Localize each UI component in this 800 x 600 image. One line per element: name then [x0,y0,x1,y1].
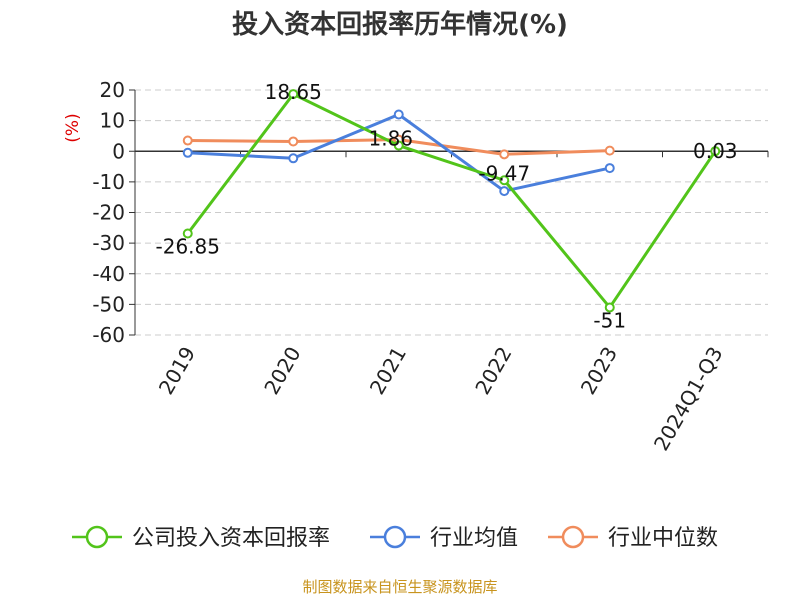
x-tick-label: 2022 [470,343,516,399]
data-point [288,153,299,164]
y-tick-label: -40 [92,262,125,286]
grid-layer [135,89,768,336]
y-tick-label: -10 [92,170,125,194]
data-point [499,175,510,186]
data-point [393,140,404,151]
series-layer [182,89,721,313]
data-point [182,228,193,239]
data-label: -9.47 [478,161,530,185]
data-point [288,136,299,147]
x-tick-label: 2024Q1-Q3 [649,343,728,455]
label-layer: -26.85 18.65 1.86 -9.47 -51 0.03 [156,80,738,332]
data-point [604,163,615,174]
legend[interactable]: 公司投入资本回报率 行业均值 行业中位数 [72,525,718,551]
data-label: 18.65 [265,80,322,104]
data-label: -26.85 [156,234,220,258]
data-point [604,145,615,156]
y-tick-label: 20 [100,78,125,102]
legend-marker [561,525,585,549]
data-point [499,186,510,197]
legend-label: 公司投入资本回报率 [132,526,330,551]
data-point [393,109,404,120]
y-tick-label: -50 [92,292,125,316]
data-point [182,135,193,146]
y-tick-label: -20 [92,201,125,225]
legend-label: 行业均值 [430,526,518,551]
legend-marker [85,525,109,549]
data-point [604,302,615,313]
source-note: 制图数据来自恒生聚源数据库 [302,578,498,596]
y-tick-label: 10 [100,109,125,133]
data-point [288,89,299,100]
x-tick-label: 2019 [154,343,200,399]
legend-item[interactable]: 公司投入资本回报率 [72,525,330,551]
data-label: 1.86 [368,127,413,151]
y-tick-label: -60 [92,323,125,347]
axis-layer: 20 10 0 -10 -20 -30 -40 -50 -60 2019 2020 2021 2022 2… [63,78,769,455]
series-line [186,92,717,310]
y-tick-label: -30 [92,231,125,255]
y-axis-label: (%) [63,113,83,142]
data-point [182,147,193,158]
x-tick-label: 2021 [365,343,411,399]
y-tick-label: 0 [112,139,125,163]
legend-item[interactable]: 行业中位数 [548,525,718,551]
legend-item[interactable]: 行业均值 [370,525,518,551]
data-point [499,149,510,160]
data-point [710,146,721,157]
x-tick-label: 2023 [576,343,622,399]
legend-marker [383,525,407,549]
chart-title: 投入资本回报率历年情况(%) [232,10,568,40]
x-tick-label: 2020 [259,343,305,399]
data-label: -51 [593,308,626,332]
data-label: 0.03 [693,139,738,163]
legend-label: 行业中位数 [608,526,718,551]
